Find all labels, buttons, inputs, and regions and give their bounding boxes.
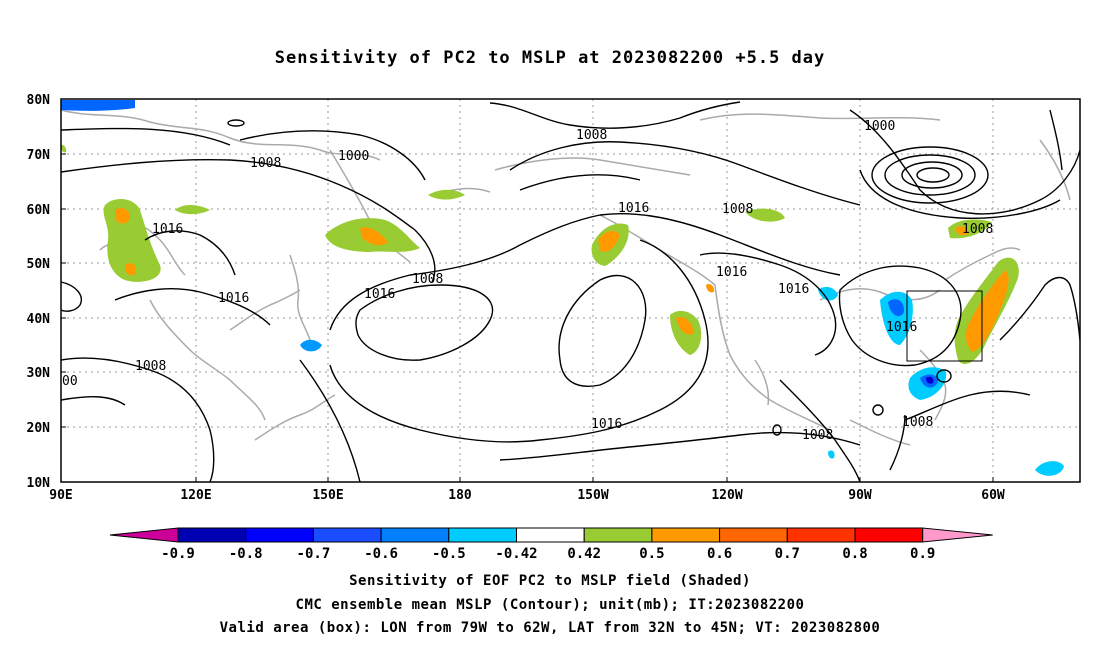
shade-midblue-east-us — [888, 299, 905, 317]
lon-label: 180 — [448, 488, 472, 503]
shade-darkblue-bahamas — [926, 376, 934, 384]
colorbar-label: 0.5 — [639, 546, 664, 562]
contour-label-1008-asia: 1008 — [250, 156, 281, 171]
mslp-contours — [60, 101, 1081, 483]
colorbar-segment — [786, 527, 856, 543]
shade-green-edge — [61, 144, 67, 153]
colorbar-label: 0.42 — [567, 546, 601, 562]
shade-blue-plains — [818, 286, 838, 301]
shade-green-mongolia — [175, 205, 210, 215]
lon-label: 120E — [180, 488, 211, 503]
contour-label-1016-pacific-high: 1016 — [364, 287, 395, 302]
colorbar-segment — [651, 527, 721, 543]
colorbar-segment — [177, 527, 247, 543]
contour-label-1016-plains: 1016 — [778, 282, 809, 297]
contour-label-1008-kamchatka: 1008 — [412, 272, 443, 287]
lat-label: 20N — [27, 421, 51, 436]
colorbar-label: -0.8 — [229, 546, 263, 562]
contour-labels: 1008 1000 1008 1000 1016 1016 1008 00 10… — [62, 119, 993, 443]
latitude-labels: 80N 70N 60N 50N 40N 30N 20N 10N — [27, 93, 51, 491]
contour-label-1008-india: 1008 — [135, 359, 166, 374]
colorbar-segment — [380, 527, 450, 543]
colorbar-label: -0.42 — [495, 546, 537, 562]
colorbar-segment — [109, 527, 179, 543]
shade-orange-china-north — [115, 207, 130, 224]
lat-label: 60N — [27, 203, 51, 218]
shade-orange-gulf-alaska — [598, 230, 620, 253]
colorbar-segment — [854, 527, 924, 543]
contour-label-1008-mexico: 1008 — [802, 428, 833, 443]
contour-label-1008-caribbean: 1008 — [902, 415, 933, 430]
lon-label: 60W — [981, 488, 1005, 503]
colorbar-segment — [516, 527, 585, 543]
caption-line-3: Valid area (box): LON from 79W to 62W, L… — [219, 620, 881, 636]
longitude-labels: 90E 120E 150E 180 150W 120W 90W 60W — [49, 488, 1005, 503]
valid-area-box — [906, 290, 983, 362]
shade-green-canada — [745, 208, 785, 222]
shade-orange-rockies — [706, 283, 715, 293]
shade-blue-arctic-nw — [61, 100, 135, 111]
lon-label: 150W — [577, 488, 608, 503]
colorbar-label: 0.6 — [707, 546, 732, 562]
contour-label-1008-labrador: 1008 — [962, 222, 993, 237]
sensitivity-shading — [61, 100, 1064, 476]
colorbar-label: -0.7 — [297, 546, 331, 562]
contour-label-1008-canada: 1008 — [722, 202, 753, 217]
plot-title: Sensitivity of PC2 to MSLP at 2023082200… — [274, 48, 826, 68]
lat-label: 80N — [27, 93, 51, 108]
shade-orange-kamchatka — [360, 227, 388, 246]
colorbar-label: 0.9 — [910, 546, 935, 562]
contour-label-1016-gulf-alaska: 1016 — [618, 201, 649, 216]
caption-line-2: CMC ensemble mean MSLP (Contour); unit(m… — [295, 597, 805, 613]
lon-label: 90E — [49, 488, 72, 503]
colorbar-label: 0.8 — [842, 546, 867, 562]
colorbar-segment — [719, 527, 788, 543]
axis-ticks — [61, 153, 994, 482]
shade-green-bering — [428, 189, 465, 200]
colorbar: -0.9 -0.8 -0.7 -0.6 -0.5 -0.42 0.42 0.5 0.6 0.7 0.… — [109, 527, 993, 562]
contour-label-1016-mongolia: 1016 — [152, 222, 183, 237]
colorbar-label: -0.6 — [364, 546, 398, 562]
shade-blue-japan — [300, 339, 322, 352]
colorbar-label: 0.7 — [775, 546, 800, 562]
lon-label: 120W — [711, 488, 742, 503]
lat-label: 30N — [27, 366, 51, 381]
contour-label-1000-greenland: 1000 — [864, 119, 895, 134]
lat-label: 50N — [27, 257, 51, 272]
shade-orange-newfoundland — [955, 226, 969, 236]
colorbar-label: -0.5 — [432, 546, 466, 562]
caption-line-1: Sensitivity of EOF PC2 to MSLP field (Sh… — [349, 573, 751, 589]
lat-label: 40N — [27, 312, 51, 327]
contour-label-1016-china: 1016 — [218, 291, 249, 306]
shade-blue-caribbean — [828, 450, 835, 459]
colorbar-segment — [448, 527, 517, 543]
colorbar-segment — [245, 527, 314, 543]
colorbar-segment — [922, 527, 993, 543]
colorbar-label: -0.9 — [161, 546, 195, 562]
colorbar-segment — [312, 527, 382, 543]
contour-label-1016-rockies: 1016 — [716, 265, 747, 280]
plot-frame — [60, 98, 1081, 483]
contour-label-1000-siberia: 1000 — [338, 149, 369, 164]
contour-label-1008-arctic: 1008 — [576, 128, 607, 143]
lon-label: 90W — [848, 488, 872, 503]
shade-blue-atlantic-south — [1035, 461, 1064, 476]
contour-label-1016-east-us: 1016 — [886, 320, 917, 335]
colorbar-segment — [583, 527, 653, 543]
gridlines — [61, 99, 1080, 482]
shade-blue-east-us — [880, 291, 913, 345]
contour-label-00-edge: 00 — [62, 374, 78, 389]
lat-label: 70N — [27, 148, 51, 163]
shade-orange-atlantic — [965, 270, 1009, 352]
lon-label: 150E — [312, 488, 343, 503]
shade-orange-china-south — [124, 263, 136, 276]
contour-label-1016-tropical-pacific: 1016 — [591, 417, 622, 432]
lat-label: 10N — [27, 476, 51, 491]
shade-orange-california — [676, 316, 694, 335]
